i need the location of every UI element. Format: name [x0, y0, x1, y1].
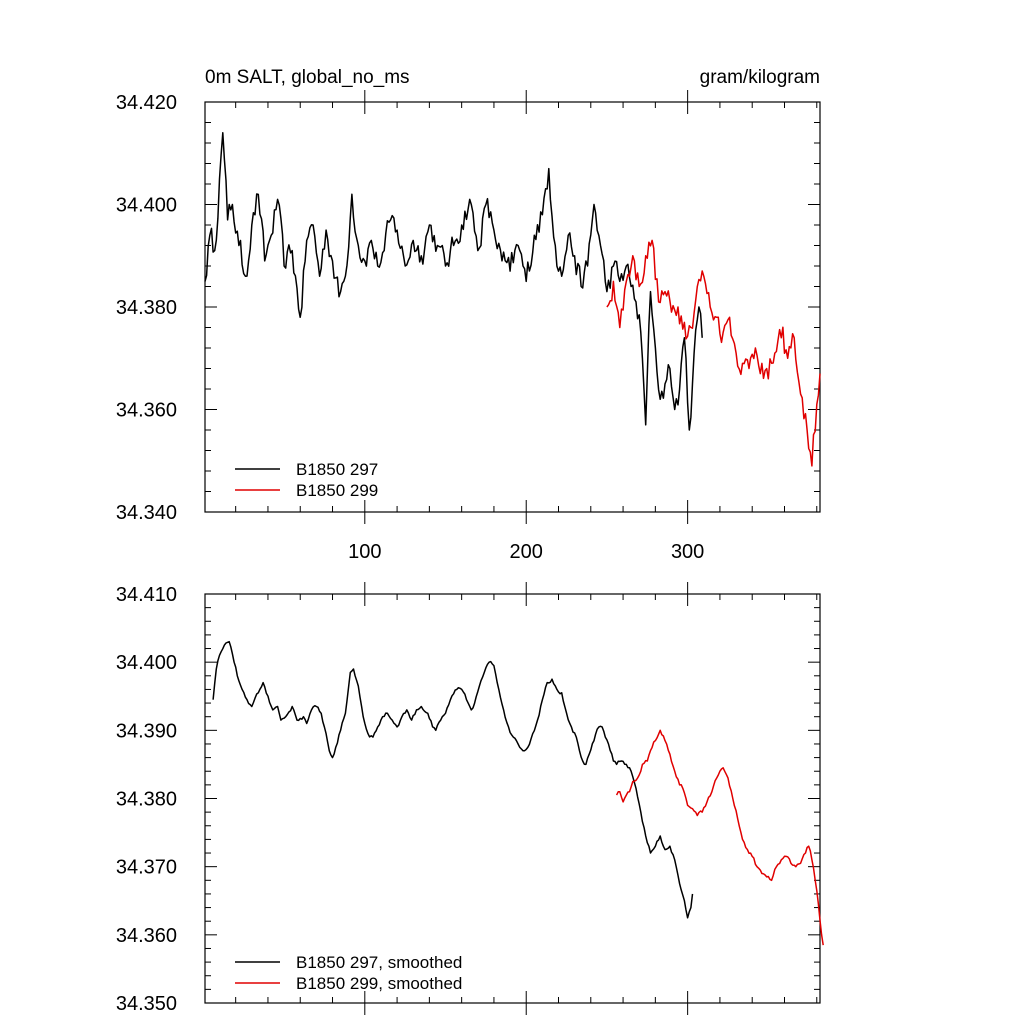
top-series-lines	[204, 132, 821, 467]
series-line-bottom-1	[615, 729, 824, 946]
top-y-ticks: 34.340 34.360 34.380 34.400 34.420	[116, 92, 820, 524]
x-tick-label: 200	[510, 541, 543, 563]
y-tick-label: 34.390	[116, 720, 177, 742]
y-tick-label: 34.360	[116, 925, 177, 947]
y-tick-label: 34.380	[116, 789, 177, 811]
x-tick-label: 100	[348, 541, 381, 563]
series-line-top-0	[204, 132, 703, 431]
y-tick-label: 34.350	[116, 993, 177, 1015]
x-tick-label: 300	[671, 541, 704, 563]
bottom-panel: 34.350 34.360 34.370 34.380 34.390 34.400 34.4…	[116, 582, 824, 1015]
top-plot-frame	[204, 101, 821, 513]
bottom-x-ticks	[235, 582, 818, 1015]
top-title-left: 0m SALT, global_no_ms	[205, 67, 410, 88]
top-legend-label-299: B1850 299	[296, 481, 378, 500]
bottom-legend: B1850 297, smoothed B1850 299, smoothed	[235, 953, 462, 993]
top-panel: 0m SALT, global_no_ms gram/kilogram 34.3…	[116, 67, 821, 563]
bottom-plot-frame	[204, 593, 821, 1004]
y-tick-label: 34.380	[116, 297, 177, 319]
bottom-legend-label-299: B1850 299, smoothed	[296, 974, 462, 993]
y-tick-label: 34.410	[116, 584, 177, 606]
top-title-right: gram/kilogram	[700, 67, 820, 88]
bottom-legend-label-297: B1850 297, smoothed	[296, 953, 462, 972]
top-x-ticks: 100 200 300	[235, 90, 818, 563]
y-tick-label: 34.370	[116, 857, 177, 879]
series-line-top-1	[606, 239, 821, 467]
y-tick-label: 34.400	[116, 195, 177, 217]
top-legend: B1850 297 B1850 299	[235, 460, 378, 500]
series-line-bottom-0	[212, 640, 694, 919]
bottom-series-lines	[212, 640, 824, 946]
y-tick-label: 34.340	[116, 502, 177, 524]
y-tick-label: 34.400	[116, 652, 177, 674]
top-legend-label-297: B1850 297	[296, 460, 378, 479]
y-tick-label: 34.360	[116, 400, 177, 422]
y-tick-label: 34.420	[116, 92, 177, 114]
bottom-y-ticks: 34.350 34.360 34.370 34.380 34.390 34.400 34.4…	[116, 584, 820, 1015]
